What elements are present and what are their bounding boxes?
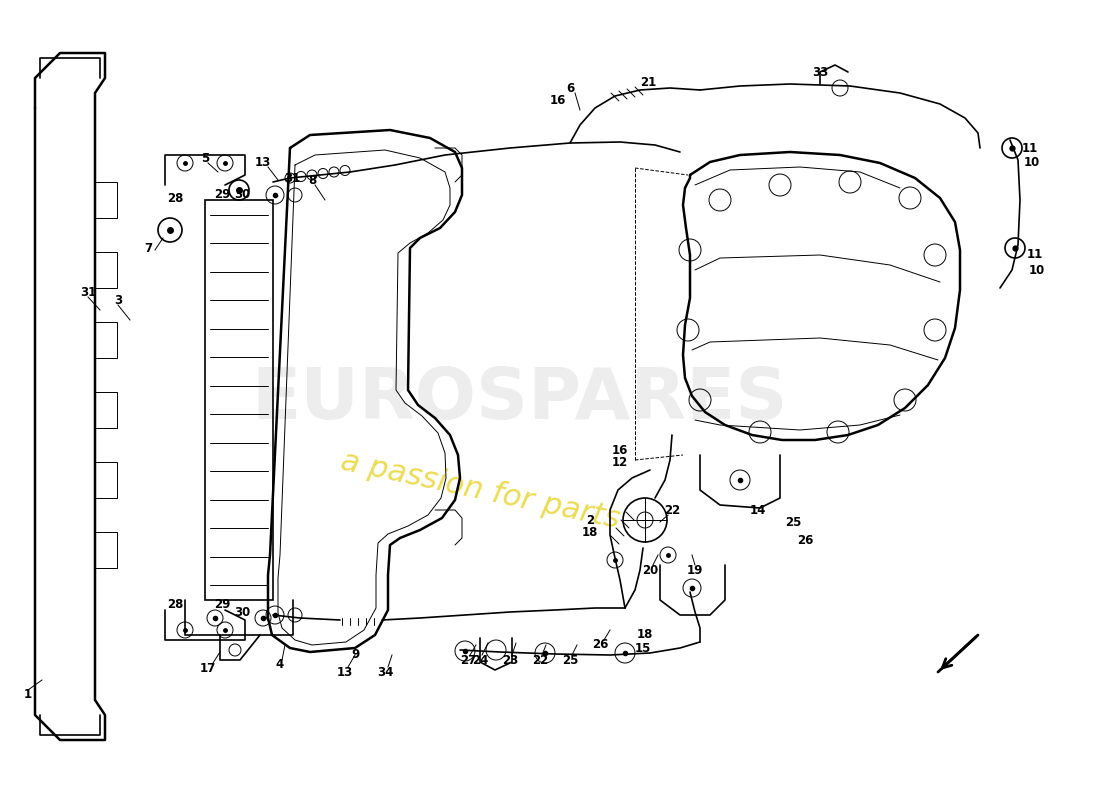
Text: 22: 22 <box>664 503 680 517</box>
Text: 11: 11 <box>1022 142 1038 154</box>
Text: 26: 26 <box>592 638 608 651</box>
Text: 28: 28 <box>167 598 184 611</box>
Text: 9: 9 <box>351 649 359 662</box>
Text: a passion for parts: a passion for parts <box>338 446 623 534</box>
Text: 21: 21 <box>640 75 656 89</box>
Text: 18: 18 <box>637 629 653 642</box>
Text: 29: 29 <box>213 598 230 611</box>
Text: 25: 25 <box>784 515 801 529</box>
Text: 28: 28 <box>167 191 184 205</box>
Text: 7: 7 <box>144 242 152 254</box>
Text: 13: 13 <box>255 155 271 169</box>
Text: 23: 23 <box>502 654 518 666</box>
Text: 18: 18 <box>582 526 598 539</box>
Text: 31: 31 <box>284 171 300 185</box>
Text: 30: 30 <box>234 189 250 202</box>
Text: 12: 12 <box>612 457 628 470</box>
Text: 5: 5 <box>201 151 209 165</box>
Text: 11: 11 <box>1027 249 1043 262</box>
Text: 10: 10 <box>1028 263 1045 277</box>
Text: 30: 30 <box>234 606 250 618</box>
Text: 25: 25 <box>562 654 579 666</box>
Text: 10: 10 <box>1024 157 1041 170</box>
Text: 3: 3 <box>114 294 122 306</box>
Text: 6: 6 <box>565 82 574 94</box>
Text: 16: 16 <box>612 443 628 457</box>
Text: 24: 24 <box>472 654 488 666</box>
Text: 2: 2 <box>586 514 594 526</box>
Text: 27: 27 <box>460 654 476 666</box>
Text: 17: 17 <box>200 662 216 674</box>
Text: 34: 34 <box>377 666 393 678</box>
Text: 15: 15 <box>635 642 651 654</box>
Text: EUROSPARES: EUROSPARES <box>252 366 789 434</box>
Text: 22: 22 <box>532 654 548 666</box>
Text: 19: 19 <box>686 563 703 577</box>
Text: 33: 33 <box>812 66 828 79</box>
Text: 4: 4 <box>276 658 284 671</box>
Text: 1: 1 <box>24 689 32 702</box>
Bar <box>205 200 273 600</box>
Text: 29: 29 <box>213 189 230 202</box>
Text: 26: 26 <box>796 534 813 546</box>
Text: 8: 8 <box>308 174 316 186</box>
Text: 13: 13 <box>337 666 353 678</box>
Text: 31: 31 <box>80 286 96 298</box>
Text: 16: 16 <box>550 94 566 107</box>
Text: 14: 14 <box>750 503 767 517</box>
Text: 20: 20 <box>642 563 658 577</box>
